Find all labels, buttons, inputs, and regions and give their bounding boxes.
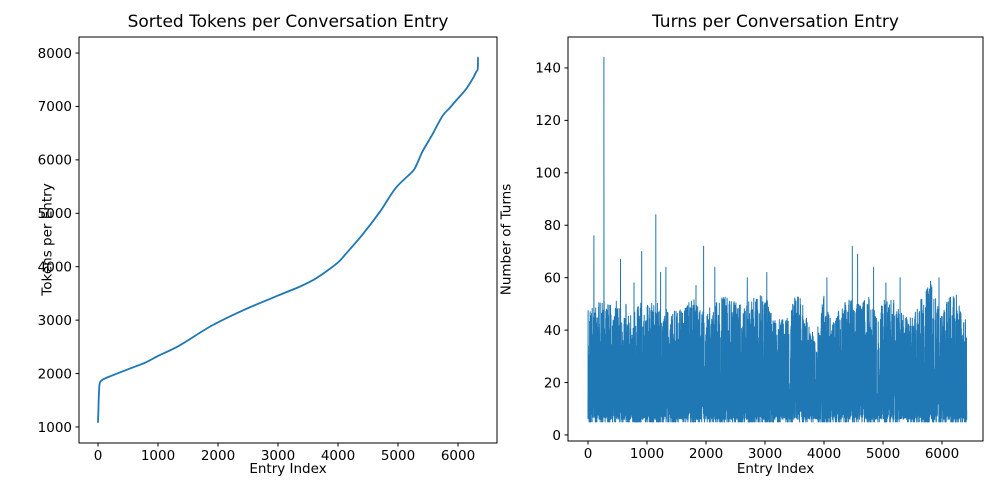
y-tick-label: 3000 — [38, 313, 72, 329]
y-tick-label: 8000 — [38, 46, 72, 62]
x-tick-label: 6000 — [441, 448, 475, 464]
x-tick-label: 1000 — [630, 446, 664, 462]
y-tick-label: 80 — [544, 218, 561, 234]
x-tick-label: 3000 — [261, 448, 295, 464]
right-yaxis-label: Number of Turns — [498, 183, 515, 296]
left-xaxis-label: Entry Index — [249, 461, 327, 477]
x-tick-label: 0 — [94, 448, 103, 464]
x-tick-label: 5000 — [381, 448, 415, 464]
x-tick-label: 4000 — [807, 446, 841, 462]
y-tick-label: 6000 — [38, 153, 72, 169]
x-tick-label: 1000 — [141, 448, 175, 464]
x-tick-label: 5000 — [866, 446, 900, 462]
y-tick-label: 4000 — [38, 260, 72, 276]
x-tick-label: 2000 — [689, 446, 723, 462]
y-tick-label: 40 — [544, 323, 561, 339]
right-axes-spines — [567, 36, 984, 442]
left-axes-spines — [78, 36, 498, 444]
y-tick-label: 60 — [544, 270, 561, 286]
x-tick-label: 6000 — [925, 446, 959, 462]
x-tick-label: 3000 — [748, 446, 782, 462]
y-tick-label: 100 — [535, 166, 561, 182]
left-yaxis-label: Tokens per Entry — [39, 183, 56, 296]
y-tick-label: 20 — [544, 375, 561, 391]
x-tick-label: 2000 — [201, 448, 235, 464]
right-xaxis-label: Entry Index — [736, 461, 815, 477]
y-tick-label: 5000 — [38, 206, 72, 222]
y-tick-label: 2000 — [38, 366, 72, 382]
left-chart-title: Sorted Tokens per Conversation Entry — [127, 12, 449, 32]
x-tick-label: 0 — [584, 446, 593, 462]
y-tick-label: 1000 — [38, 420, 72, 436]
right-chart-title: Turns per Conversation Entry — [652, 12, 899, 32]
y-tick-label: 0 — [552, 428, 561, 444]
left-series-line — [97, 56, 480, 423]
y-tick-label: 140 — [535, 61, 561, 77]
y-tick-label: 120 — [535, 113, 561, 129]
right-series-line — [587, 56, 968, 423]
y-tick-label: 7000 — [38, 99, 72, 115]
x-tick-label: 4000 — [321, 448, 355, 464]
